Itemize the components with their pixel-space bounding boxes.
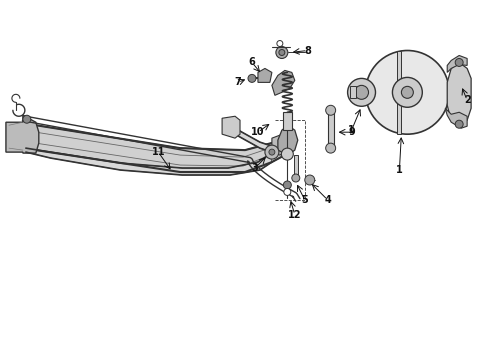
Circle shape [347,78,375,106]
Text: 3: 3 [251,163,258,173]
Polygon shape [397,50,401,134]
Text: 4: 4 [324,195,331,205]
Polygon shape [447,55,467,72]
Circle shape [281,148,294,160]
Circle shape [326,143,336,153]
Circle shape [23,115,31,123]
Circle shape [392,77,422,107]
Circle shape [248,75,256,82]
Polygon shape [6,115,39,153]
Text: 8: 8 [304,45,311,55]
Circle shape [455,58,463,67]
Text: 1: 1 [348,125,355,135]
Circle shape [269,149,275,155]
Circle shape [326,105,336,115]
Text: 2: 2 [464,95,470,105]
Text: 6: 6 [248,58,255,67]
Circle shape [401,86,414,98]
Circle shape [305,175,315,185]
Text: 12: 12 [288,210,301,220]
Polygon shape [228,124,272,152]
Circle shape [265,145,279,159]
Polygon shape [9,125,288,172]
Polygon shape [294,155,298,180]
Circle shape [283,181,292,189]
Circle shape [355,85,368,99]
Polygon shape [272,135,288,155]
Polygon shape [26,148,272,175]
Polygon shape [349,86,356,98]
Text: 9: 9 [348,127,355,137]
Text: 7: 7 [235,77,242,87]
Polygon shape [278,125,298,155]
Circle shape [366,50,449,134]
Circle shape [276,46,288,58]
Circle shape [279,50,285,55]
Text: 11: 11 [151,147,165,157]
Text: 1: 1 [396,165,403,175]
Circle shape [277,41,283,46]
Polygon shape [272,71,295,95]
Circle shape [455,120,463,128]
Polygon shape [445,108,467,128]
Polygon shape [222,116,240,138]
Circle shape [284,189,291,195]
Polygon shape [283,112,292,130]
Text: 10: 10 [251,127,265,137]
Text: 5: 5 [301,195,308,205]
Polygon shape [258,68,272,82]
Polygon shape [447,62,471,125]
Circle shape [292,174,300,182]
Polygon shape [328,108,334,150]
